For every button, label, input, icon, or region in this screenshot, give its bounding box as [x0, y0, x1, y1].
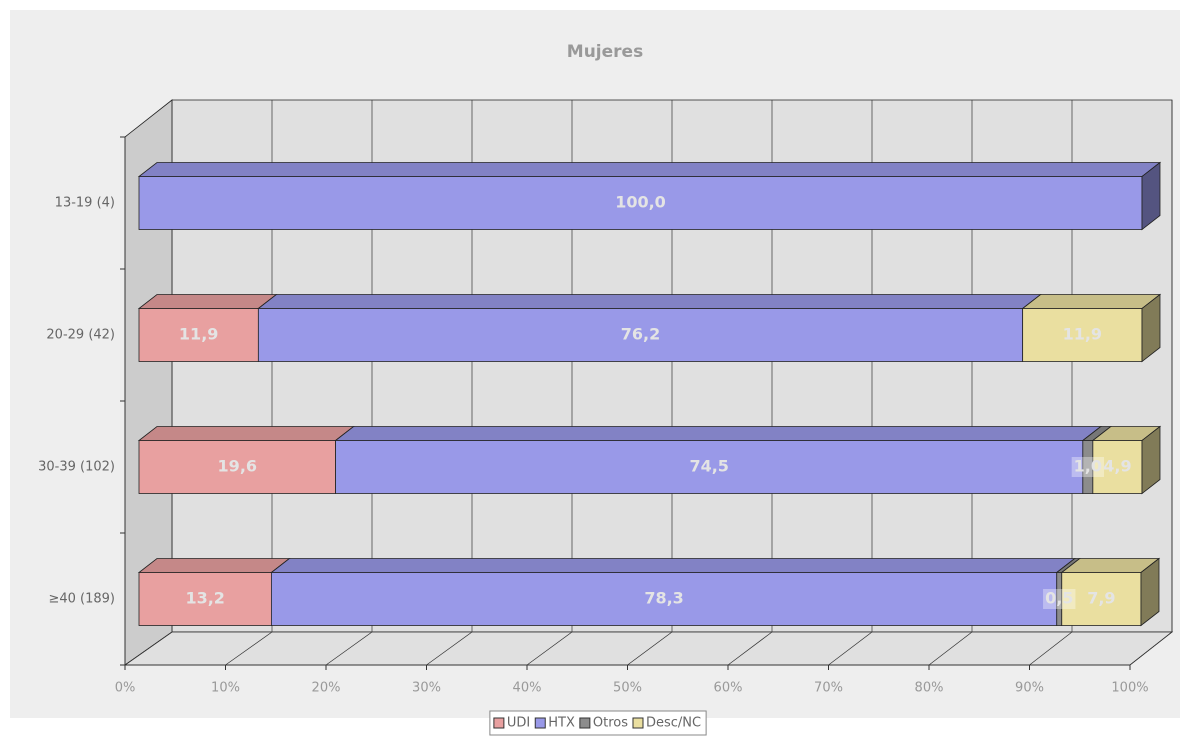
- grid-line: [124, 631, 173, 666]
- x-tick-label: 40%: [513, 681, 542, 696]
- bar-side: [1141, 425, 1161, 495]
- value-label-box: [1043, 589, 1076, 609]
- bar-top: [137, 162, 1162, 177]
- value-label: 4,9: [1103, 457, 1131, 476]
- bar-side: [1141, 161, 1161, 231]
- legend-swatch: [579, 717, 591, 729]
- bar-top: [1021, 294, 1162, 309]
- x-tick-label: 80%: [915, 681, 944, 696]
- value-label: 78,3: [644, 589, 683, 608]
- bar: [1092, 440, 1143, 494]
- x-tick-label: 70%: [814, 681, 843, 696]
- grid-line: [627, 631, 673, 666]
- grid-line: [1029, 631, 1073, 666]
- bar: [1061, 572, 1142, 626]
- value-label: 76,2: [621, 325, 660, 344]
- bar-top: [270, 558, 1076, 573]
- value-label: 11,9: [1063, 325, 1102, 344]
- chart-title: Mujeres: [567, 42, 643, 62]
- x-tick-label: 50%: [613, 681, 642, 696]
- bar-top: [137, 558, 291, 573]
- value-label: 7,9: [1087, 589, 1115, 608]
- floor: [123, 631, 1174, 666]
- bar-top: [137, 426, 355, 441]
- value-label: 1,0: [1074, 457, 1102, 476]
- y-tick-label: 20-29 (42): [46, 328, 115, 343]
- legend-swatch: [534, 717, 546, 729]
- bar: [138, 440, 336, 494]
- x-tick-label: 10%: [211, 681, 240, 696]
- y-tick-label: 13-19 (4): [55, 196, 115, 211]
- y-tick-label: ≥40 (189): [48, 592, 115, 607]
- bar-top: [334, 426, 1102, 441]
- x-tick-label: 60%: [714, 681, 743, 696]
- bar-top: [137, 294, 278, 309]
- bar: [138, 308, 259, 362]
- value-label: 100,0: [615, 193, 666, 212]
- x-tick-label: 0%: [115, 681, 136, 696]
- x-tick-label: 100%: [1111, 681, 1148, 696]
- y-tick-label: 30-39 (102): [38, 460, 115, 475]
- grid-line: [426, 631, 473, 666]
- bar: [1022, 308, 1143, 362]
- grid-line: [1129, 631, 1173, 666]
- legend-label: Otros: [593, 716, 628, 731]
- value-label: 74,5: [689, 457, 728, 476]
- legend-label: Desc/NC: [646, 716, 701, 731]
- bar-side: [1141, 293, 1161, 363]
- bar: [138, 572, 272, 626]
- value-label: 11,9: [179, 325, 218, 344]
- value-label: 0,5: [1045, 589, 1073, 608]
- legend-label: UDI: [507, 716, 530, 731]
- bar: [335, 440, 1084, 494]
- bar: [138, 176, 1143, 230]
- grid-line: [828, 631, 873, 666]
- legend-swatch: [493, 717, 505, 729]
- bar-side: [1140, 557, 1160, 627]
- value-label: 19,6: [218, 457, 257, 476]
- bar-top: [257, 294, 1042, 309]
- bar: [270, 572, 1058, 626]
- grid-line: [526, 631, 573, 666]
- bar: [257, 308, 1024, 362]
- legend-swatch: [632, 717, 644, 729]
- x-tick-label: 20%: [312, 681, 341, 696]
- x-tick-label: 30%: [412, 681, 441, 696]
- x-tick-label: 90%: [1015, 681, 1044, 696]
- grid-line: [928, 631, 973, 666]
- value-label: 13,2: [185, 589, 224, 608]
- grid-line: [225, 631, 273, 666]
- legend-label: HTX: [548, 716, 575, 731]
- value-label-box: [1071, 457, 1105, 477]
- grid-line: [727, 631, 773, 666]
- legend: [489, 710, 707, 736]
- grid-line: [325, 631, 373, 666]
